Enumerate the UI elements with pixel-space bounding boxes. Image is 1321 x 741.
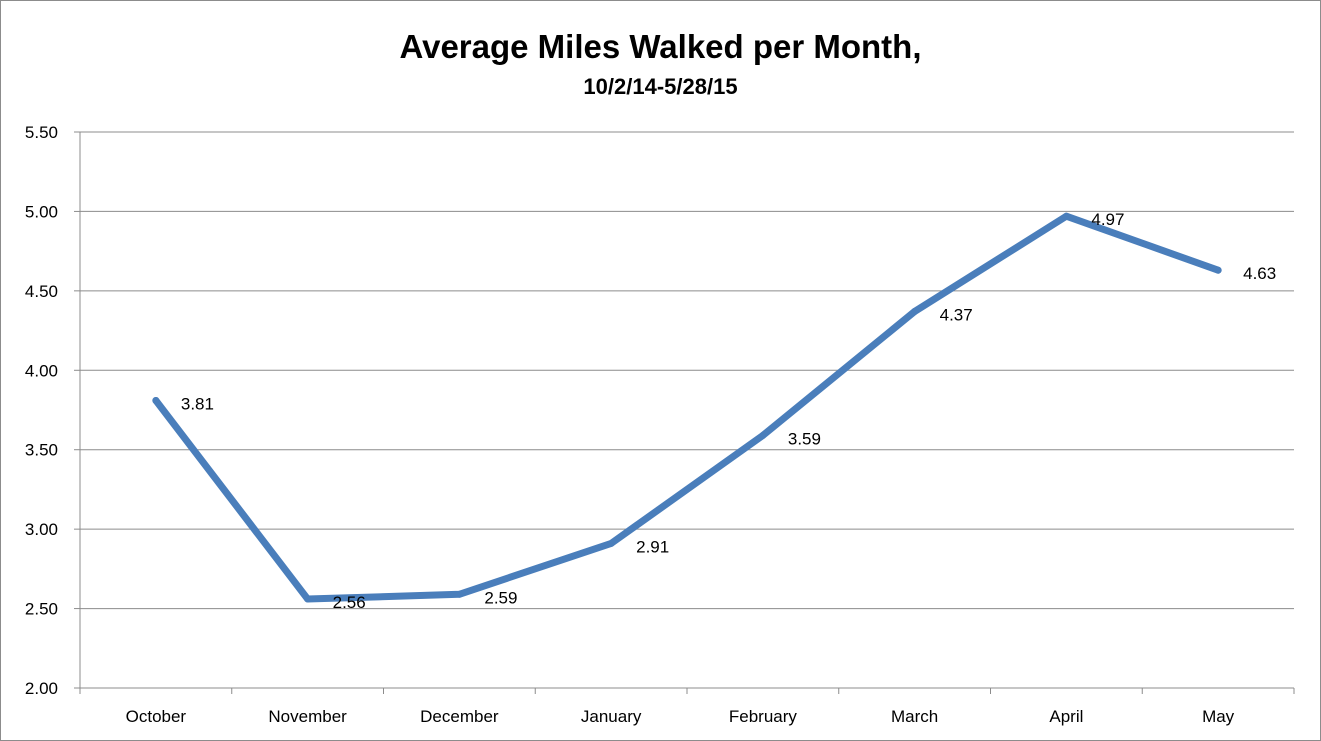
data-label: 2.91 (636, 537, 669, 556)
x-tick-label: January (581, 707, 642, 726)
series-line (152, 212, 1222, 603)
y-tick-label: 4.50 (25, 282, 58, 301)
data-point (607, 539, 615, 547)
data-point (152, 396, 160, 404)
data-point (455, 590, 463, 598)
data-labels: 3.81 2.56 2.59 2.91 3.59 4.37 4.97 4.63 (181, 210, 1276, 612)
data-label: 3.81 (181, 394, 214, 413)
y-tick-label: 5.50 (25, 123, 58, 142)
y-tick-label: 3.50 (25, 441, 58, 460)
x-tick-labels: October November December January February Ma… (126, 707, 1235, 726)
data-point (1062, 212, 1070, 220)
gridlines (80, 131, 1294, 610)
x-tick-label: May (1202, 707, 1235, 726)
data-point (304, 595, 312, 603)
axes (74, 131, 1295, 694)
x-tick-label: March (891, 707, 938, 726)
x-tick-label: February (729, 707, 798, 726)
data-label: 2.56 (333, 593, 366, 612)
chart-title: Average Miles Walked per Month, (399, 28, 922, 65)
data-label: 2.59 (484, 588, 517, 607)
y-tick-label: 4.00 (25, 361, 58, 380)
data-label: 3.59 (788, 429, 821, 448)
series-line-layer (152, 212, 1222, 603)
data-point (911, 308, 919, 316)
y-tick-label: 5.00 (25, 202, 58, 221)
data-label: 4.97 (1091, 210, 1124, 229)
x-tick-label: November (268, 707, 347, 726)
y-tick-label: 3.00 (25, 520, 58, 539)
x-tick-label: April (1049, 707, 1083, 726)
y-tick-label: 2.00 (25, 679, 58, 698)
y-tick-label: 2.50 (25, 600, 58, 619)
data-point (759, 431, 767, 439)
data-label: 4.37 (940, 306, 973, 325)
chart-subtitle: 10/2/14-5/28/15 (583, 74, 738, 99)
data-label: 4.63 (1243, 264, 1276, 283)
data-point (1214, 266, 1222, 274)
x-tick-label: October (126, 707, 187, 726)
x-tick-label: December (420, 707, 499, 726)
y-tick-labels: 2.00 2.50 3.00 3.50 4.00 4.50 5.00 5.50 (25, 123, 58, 698)
